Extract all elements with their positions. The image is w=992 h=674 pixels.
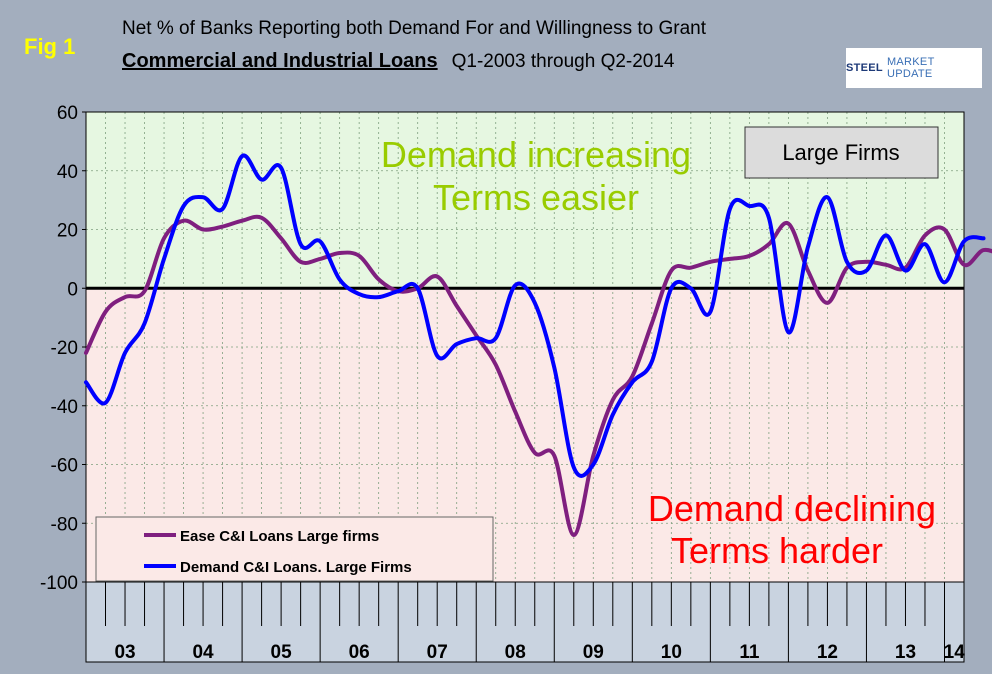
y-tick-label: -60 [51, 456, 78, 477]
y-tick-label: -20 [51, 338, 78, 359]
x-year-label: 14 [944, 642, 966, 663]
x-year-label: 03 [114, 642, 135, 663]
y-tick-label: 0 [67, 279, 78, 300]
large-firms-label: Large Firms [782, 140, 899, 165]
chart-title-line2: Commercial and Industrial Loans Q1-2003 t… [122, 50, 675, 73]
x-year-label: 09 [583, 642, 604, 663]
y-tick-label: 20 [57, 221, 78, 242]
x-axis-band [85, 581, 965, 663]
legend-label: Ease C&I Loans Large firms [180, 528, 379, 545]
x-year-label: 11 [739, 642, 760, 663]
x-year-label: 12 [817, 642, 838, 663]
y-tick-label: -40 [51, 397, 78, 418]
y-tick-label: 40 [57, 162, 78, 183]
x-year-label: 08 [505, 642, 526, 663]
logo-steel-text: STEEL [846, 62, 883, 74]
logo-market-update-text: MARKET UPDATE [886, 56, 935, 80]
annotation-demand-declining: Demand declining [648, 488, 936, 529]
legend-box [95, 516, 494, 582]
x-year-label: 04 [192, 642, 214, 663]
x-year-label: 10 [661, 642, 682, 663]
series-line-demand [84, 153, 986, 478]
chart-title-line1: Net % of Banks Reporting both Demand For… [122, 18, 707, 39]
y-tick-label: -80 [51, 514, 78, 535]
figure-label: Fig 1 [24, 34, 76, 59]
annotation-terms-easier: Terms easier [433, 177, 639, 218]
legend-label: Demand C&I Loans. Large Firms [180, 559, 412, 576]
steel-market-update-logo: STEEL MARKET UPDATE [846, 48, 982, 88]
annotation-terms-harder: Terms harder [671, 530, 883, 571]
annotation-demand-increasing: Demand increasing [381, 134, 691, 175]
x-year-label: 05 [271, 642, 293, 663]
y-tick-label: -100 [40, 573, 78, 594]
large-firms-box [744, 126, 939, 179]
chart-title-bold: Commercial and Industrial Loans [122, 50, 438, 72]
chart-title-range: Q1-2003 through Q2-2014 [451, 51, 675, 72]
x-year-label: 07 [427, 642, 448, 663]
x-year-label: 13 [895, 642, 916, 663]
y-tick-label: 60 [57, 103, 78, 124]
series-line-ease [84, 214, 992, 537]
x-year-label: 06 [349, 642, 370, 663]
